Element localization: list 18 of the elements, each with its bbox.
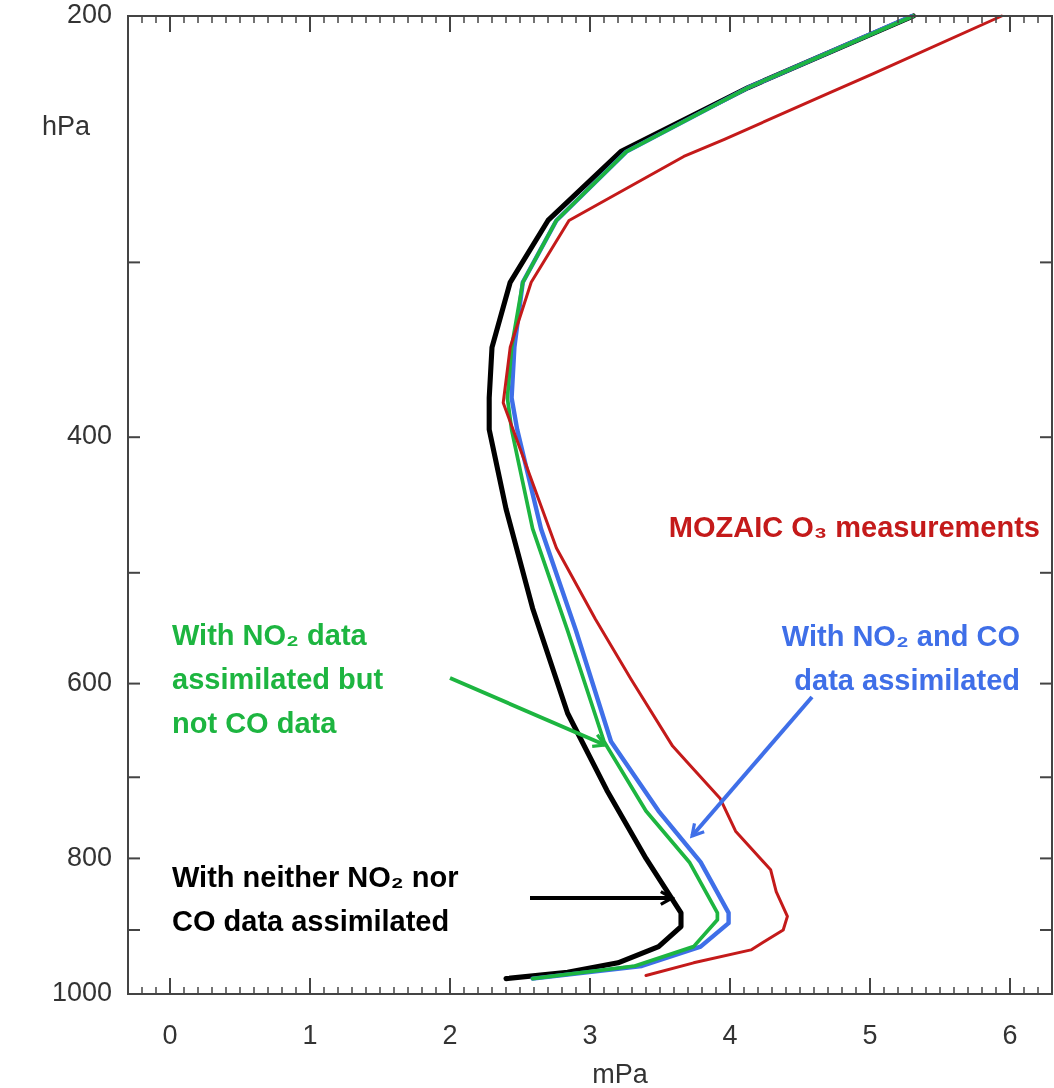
text: With NO₂ data assimilated but not CO data [172,619,384,739]
x-tick-label: 4 [722,1020,738,1051]
x-tick-label: 2 [442,1020,458,1051]
x-tick-label: 5 [862,1020,878,1051]
y-tick-label: 1000 [51,977,112,1008]
x-tick-label: 0 [162,1020,178,1051]
text: MOZAIC O₃ measurements [668,511,1040,543]
y-tick-label: 600 [66,666,112,697]
text: With NO₂ and CO data assimilated [781,620,1020,696]
y-tick-label: 400 [66,420,112,451]
y-tick-label: 800 [66,841,112,872]
y-axis-title: hPa [41,111,91,142]
text: With neither NO₂ nor CO data assimilated [172,861,459,937]
x-axis-title: mPa [592,1059,649,1088]
x-tick-label: 3 [582,1020,598,1051]
y-tick-label: 200 [66,0,112,30]
x-tick-label: 6 [1002,1020,1018,1051]
x-tick-label: 1 [302,1020,318,1051]
